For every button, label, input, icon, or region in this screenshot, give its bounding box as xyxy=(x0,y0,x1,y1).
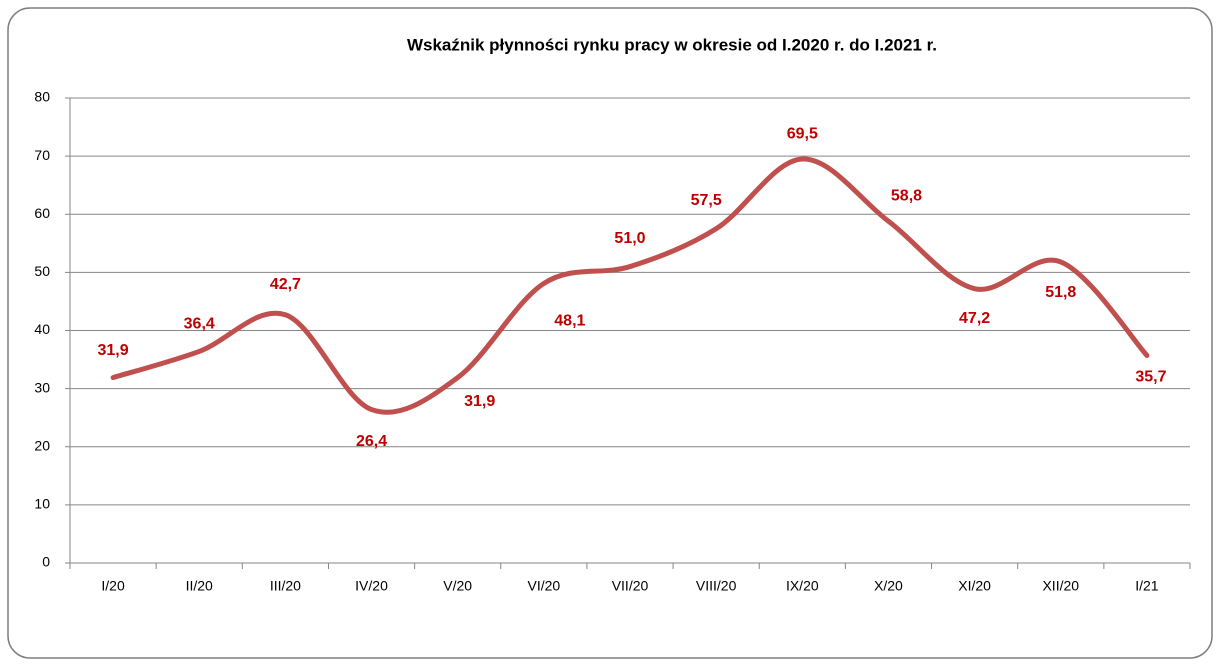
y-tick-label: 40 xyxy=(34,321,50,337)
data-label: 51,8 xyxy=(1045,284,1076,301)
x-tick-label: VI/20 xyxy=(527,578,560,594)
data-line xyxy=(110,156,1150,415)
x-tick-label: I/21 xyxy=(1135,578,1159,594)
data-label: 31,9 xyxy=(98,342,129,359)
y-tick-label: 10 xyxy=(34,496,50,512)
x-tick-label: X/20 xyxy=(874,578,903,594)
data-label: 31,9 xyxy=(464,393,495,410)
x-tick-label: I/20 xyxy=(101,578,125,594)
x-tick-label: XII/20 xyxy=(1042,578,1079,594)
data-label: 51,0 xyxy=(614,230,645,247)
x-tick-label: VIII/20 xyxy=(696,578,737,594)
x-tick-label: VII/20 xyxy=(612,578,649,594)
data-label: 42,7 xyxy=(270,276,301,293)
y-tick-label: 50 xyxy=(34,263,50,279)
data-label: 36,4 xyxy=(184,316,215,333)
chart-frame xyxy=(7,7,1213,659)
y-tick-label: 30 xyxy=(34,379,50,395)
x-tick-label: XI/20 xyxy=(958,578,991,594)
x-tick-label: III/20 xyxy=(270,578,301,594)
y-tick-label: 80 xyxy=(34,89,50,105)
data-label: 57,5 xyxy=(691,192,722,209)
x-tick-label: IX/20 xyxy=(786,578,819,594)
y-tick-label: 70 xyxy=(34,147,50,163)
y-tick-label: 60 xyxy=(34,205,50,221)
data-label: 69,5 xyxy=(787,125,818,142)
data-label: 26,4 xyxy=(356,433,387,450)
x-tick-label: II/20 xyxy=(186,578,213,594)
y-tick-label: 0 xyxy=(42,554,50,570)
data-label: 47,2 xyxy=(959,310,990,327)
data-label: 35,7 xyxy=(1135,369,1166,386)
y-tick-label: 20 xyxy=(34,437,50,453)
x-tick-label: IV/20 xyxy=(355,578,388,594)
data-label: 48,1 xyxy=(554,313,585,330)
chart-title: Wskaźnik płynności rynku pracy w okresie… xyxy=(407,35,937,54)
data-label: 58,8 xyxy=(891,187,922,204)
x-tick-label: V/20 xyxy=(443,578,472,594)
